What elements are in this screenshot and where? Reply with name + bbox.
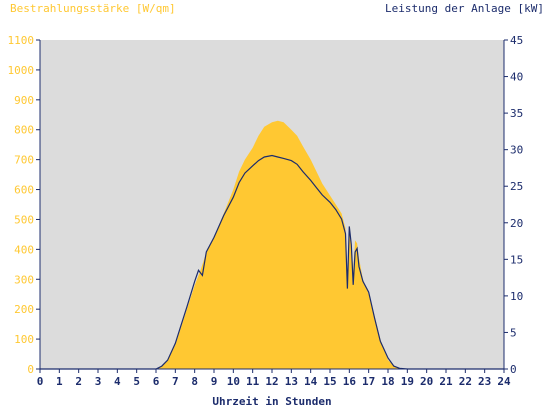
left-tick-label: 200 xyxy=(14,303,34,316)
x-tick-label: 19 xyxy=(401,375,414,388)
right-tick-label: 20 xyxy=(510,217,523,230)
x-tick-label: 21 xyxy=(439,375,453,388)
right-tick-label: 35 xyxy=(510,107,523,120)
left-tick-label: 600 xyxy=(14,184,34,197)
left-tick-label: 900 xyxy=(14,94,34,107)
x-tick-label: 24 xyxy=(497,375,511,388)
left-tick-label: 1100 xyxy=(8,34,35,47)
left-tick-label: 700 xyxy=(14,154,34,167)
x-tick-label: 1 xyxy=(56,375,63,388)
power-line xyxy=(40,154,504,370)
left-tick-label: 0 xyxy=(27,363,34,376)
left-tick-label: 100 xyxy=(14,333,34,346)
x-tick-label: 14 xyxy=(304,375,318,388)
right-tick-label: 45 xyxy=(510,34,523,47)
left-axis-title: Bestrahlungsstärke [W/qm] xyxy=(10,2,176,15)
right-ticks: 0 5 10 15 20 25 30 35 40 45 xyxy=(504,34,523,376)
left-tick-label: 400 xyxy=(14,243,34,256)
right-tick-label: 40 xyxy=(510,71,523,84)
right-tick-label: 15 xyxy=(510,253,523,266)
x-tick-label: 18 xyxy=(381,375,394,388)
left-tick-label: 300 xyxy=(14,273,34,286)
right-tick-label: 5 xyxy=(510,326,517,339)
x-tick-label: 8 xyxy=(191,375,198,388)
x-tick-label: 23 xyxy=(478,375,491,388)
x-tick-label: 0 xyxy=(37,375,44,388)
x-tick-label: 20 xyxy=(420,375,433,388)
x-tick-label: 5 xyxy=(133,375,140,388)
x-tick-label: 22 xyxy=(459,375,472,388)
x-tick-label: 2 xyxy=(75,375,82,388)
irradiance-area xyxy=(40,120,504,369)
x-tick-label: 3 xyxy=(95,375,102,388)
x-tick-label: 9 xyxy=(211,375,218,388)
right-tick-label: 25 xyxy=(510,180,523,193)
x-tick-label: 12 xyxy=(265,375,278,388)
x-tick-label: 7 xyxy=(172,375,179,388)
left-tick-label: 800 xyxy=(14,124,34,137)
series-layer xyxy=(40,120,504,370)
x-tick-label: 17 xyxy=(362,375,375,388)
right-tick-label: 0 xyxy=(510,363,517,376)
x-tick-label: 4 xyxy=(114,375,121,388)
x-tick-label: 10 xyxy=(227,375,240,388)
left-ticks: 0 100 200 300 400 500 600 700 800 900 1000 1100 xyxy=(8,34,40,376)
left-tick-label: 500 xyxy=(14,213,34,226)
x-tick-label: 15 xyxy=(323,375,336,388)
x-tick-label: 11 xyxy=(246,375,260,388)
right-tick-label: 30 xyxy=(510,144,523,157)
right-axis-title: Leistung der Anlage [kW] xyxy=(385,2,544,15)
x-tick-label: 13 xyxy=(285,375,298,388)
right-tick-label: 10 xyxy=(510,290,523,303)
x-tick-label: 16 xyxy=(343,375,357,388)
x-ticks: 0 1 2 3 4 5 6 7 8 9 10 11 12 13 14 15 16 17 18 19 20 21 22 23 24 xyxy=(37,369,511,388)
x-tick-label: 6 xyxy=(153,375,160,388)
left-tick-label: 1000 xyxy=(8,64,35,77)
x-axis-title: Uhrzeit in Stunden xyxy=(212,395,331,408)
